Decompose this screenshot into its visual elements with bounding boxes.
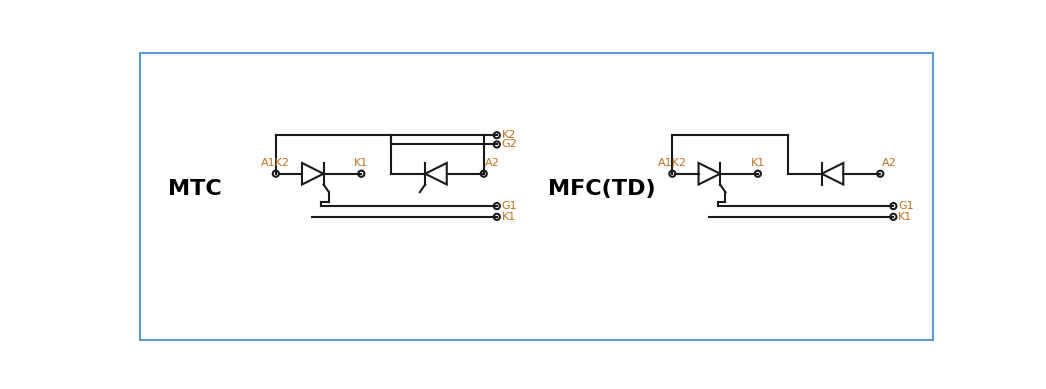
- Text: K2: K2: [501, 130, 516, 140]
- Text: K1: K1: [897, 212, 912, 222]
- Text: MTC: MTC: [168, 179, 222, 199]
- Text: MFC(TD): MFC(TD): [548, 179, 656, 199]
- Text: K1: K1: [355, 158, 368, 168]
- Text: K1: K1: [501, 212, 516, 222]
- Text: A2: A2: [485, 158, 500, 168]
- Text: A1K2: A1K2: [262, 158, 291, 168]
- Text: A1K2: A1K2: [658, 158, 687, 168]
- Text: A2: A2: [882, 158, 896, 168]
- Text: G2: G2: [501, 140, 517, 149]
- Text: G1: G1: [501, 201, 517, 211]
- Text: G1: G1: [897, 201, 913, 211]
- Text: K1: K1: [751, 158, 765, 168]
